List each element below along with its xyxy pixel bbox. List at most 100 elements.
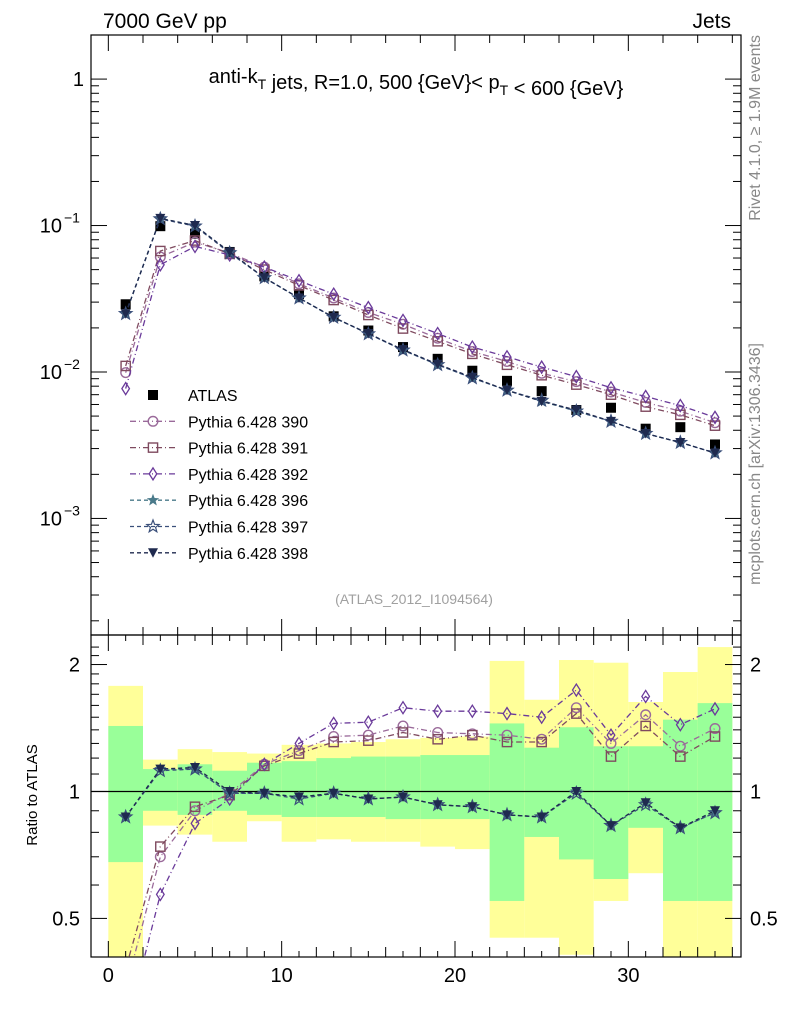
band-inner [108,725,143,863]
ratio-point-p390 [709,723,721,735]
legend-marker-p391 [147,442,159,453]
legend-marker-p392 [148,466,158,482]
legend-item-p397: Pythia 6.428 397 [130,518,308,537]
point-p392 [121,381,131,396]
legend-marker-p397 [145,518,161,534]
band-inner [351,756,386,817]
ratio-y-tick-label-left: 2 [69,655,80,677]
chart-title: anti-kT jets, R=1.0, 500 {GeV}< pT < 600… [209,66,624,100]
ratio-y-tick-label-left: 0.5 [52,908,80,930]
point-p392 [641,389,651,404]
main-y-tick-label: 10 [40,508,62,530]
ratio-line-p390 [133,706,716,957]
ratio-point-p398 [502,810,512,820]
header-left: 7000 GeV pp [103,10,227,33]
ratio-y-tick-label-right: 0.5 [750,908,778,930]
ratio-point-p392 [710,701,720,717]
ratio-point-p390 [640,709,652,721]
main-y-tick-exponent: −3 [64,502,80,518]
point-atlas [190,228,200,239]
point-p398 [120,309,131,319]
ratio-point-p390 [605,737,617,749]
ratio-point-p391 [432,733,443,745]
point-p391 [397,323,409,334]
ratio-point-p392 [294,736,304,751]
ratio-point-p391 [328,736,339,748]
point-p398 [363,329,374,339]
point-p398 [606,416,616,427]
ratio-point-p390 [432,726,444,738]
ratio-point-p392 [675,717,685,732]
ratio-point-p392 [155,887,165,902]
point-atlas [675,422,686,433]
main-y-tick-label: 10 [40,216,62,238]
band-inner [697,703,733,901]
point-p392 [433,326,443,341]
ratio-point-p392 [363,714,373,730]
ratio-line-p398 [125,766,716,829]
band-inner [663,719,698,901]
point-p392 [537,359,547,375]
ratio-point-p390 [154,851,166,863]
band-inner [281,761,317,817]
ratio-point-p398 [190,762,200,773]
ratio-point-p390 [328,731,340,743]
header-right: Jets [692,10,731,33]
point-p398 [328,312,339,323]
point-atlas [536,386,547,397]
point-p391 [571,379,582,390]
point-p391 [709,420,721,431]
point-p391 [536,369,547,381]
legend: ATLAS Pythia 6.428 390 Pythia 6.428 391 Pyt… [130,388,308,563]
ratio-y-tick-label-right: 1 [750,781,761,803]
band-inner [593,746,629,880]
ratio-point-p398 [675,823,686,833]
band-inner [143,769,178,811]
ratio-point-p392 [190,816,200,831]
point-p392 [398,313,408,328]
point-p391 [155,245,166,257]
point-p392 [606,380,616,396]
band-inner [628,746,663,828]
main-axes: 110−110−210−3 [40,34,742,636]
legend-label: Pythia 6.428 397 [188,520,308,537]
series-p398 [120,213,720,458]
ratio-point-p391 [640,720,651,732]
point-p391 [363,309,374,321]
point-p391 [120,360,131,372]
point-atlas [606,402,616,413]
point-atlas [502,375,512,386]
legend-item-p396: Pythia 6.428 396 [130,493,308,510]
side-label-rivet: Rivet 4.1.0, ≥ 1.9M events [747,35,764,221]
band-inner [524,747,559,837]
point-p391 [501,359,513,371]
ratio-point-p392 [467,703,477,719]
legend-label: Pythia 6.428 390 [188,414,308,431]
chart-title-text: anti-kT jets, R=1.0, 500 {GeV}< pT < 600… [209,66,624,100]
ratio-point-p392 [537,710,547,725]
ratio-point-p398 [710,806,720,816]
ratio-point-p392 [259,757,269,772]
point-p391 [605,389,617,400]
point-p398 [675,438,686,448]
legend-item-atlas: ATLAS [148,388,238,405]
legend-label: Pythia 6.428 396 [188,493,308,510]
legend-label: Pythia 6.428 398 [188,546,308,563]
main-y-tick-exponent: −1 [64,210,80,226]
ratio-point-p392 [329,716,339,731]
ratio-point-p392 [606,727,616,743]
ratio-y-tick-label-right: 2 [750,655,761,677]
band-inner [385,756,421,820]
point-p391 [675,409,686,421]
ratio-series-p398 [120,762,720,833]
point-p391 [467,348,478,360]
ratio-frame [90,634,742,958]
x-tick-label: 20 [444,965,466,987]
point-p398 [155,213,166,224]
ratio-point-p391 [709,731,721,742]
ratio-point-p398 [606,821,616,831]
ratio-point-p398 [640,798,651,808]
watermark: (ATLAS_2012_I1094564) [335,591,493,607]
series-line-p397 [125,218,716,454]
point-p392 [329,286,339,302]
